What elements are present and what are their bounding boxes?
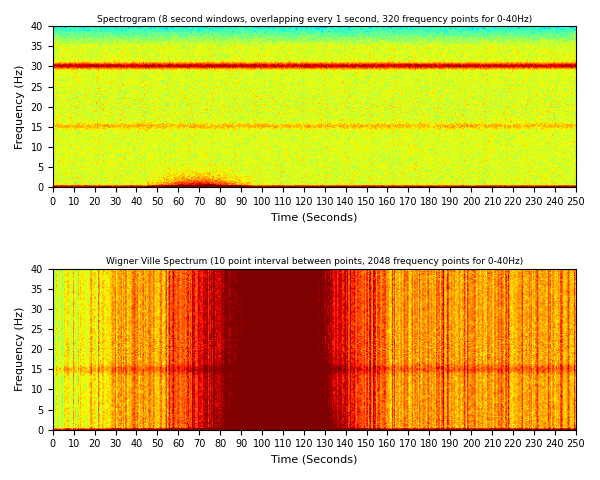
Title: Wigner Ville Spectrum (10 point interval between points, 2048 frequency points f: Wigner Ville Spectrum (10 point interval… <box>106 257 523 266</box>
Y-axis label: Frequency (Hz): Frequency (Hz) <box>15 65 25 149</box>
Y-axis label: Frequency (Hz): Frequency (Hz) <box>15 307 25 391</box>
Title: Spectrogram (8 second windows, overlapping every 1 second, 320 frequency points : Spectrogram (8 second windows, overlappi… <box>97 15 532 24</box>
X-axis label: Time (Seconds): Time (Seconds) <box>271 213 358 223</box>
X-axis label: Time (Seconds): Time (Seconds) <box>271 455 358 465</box>
